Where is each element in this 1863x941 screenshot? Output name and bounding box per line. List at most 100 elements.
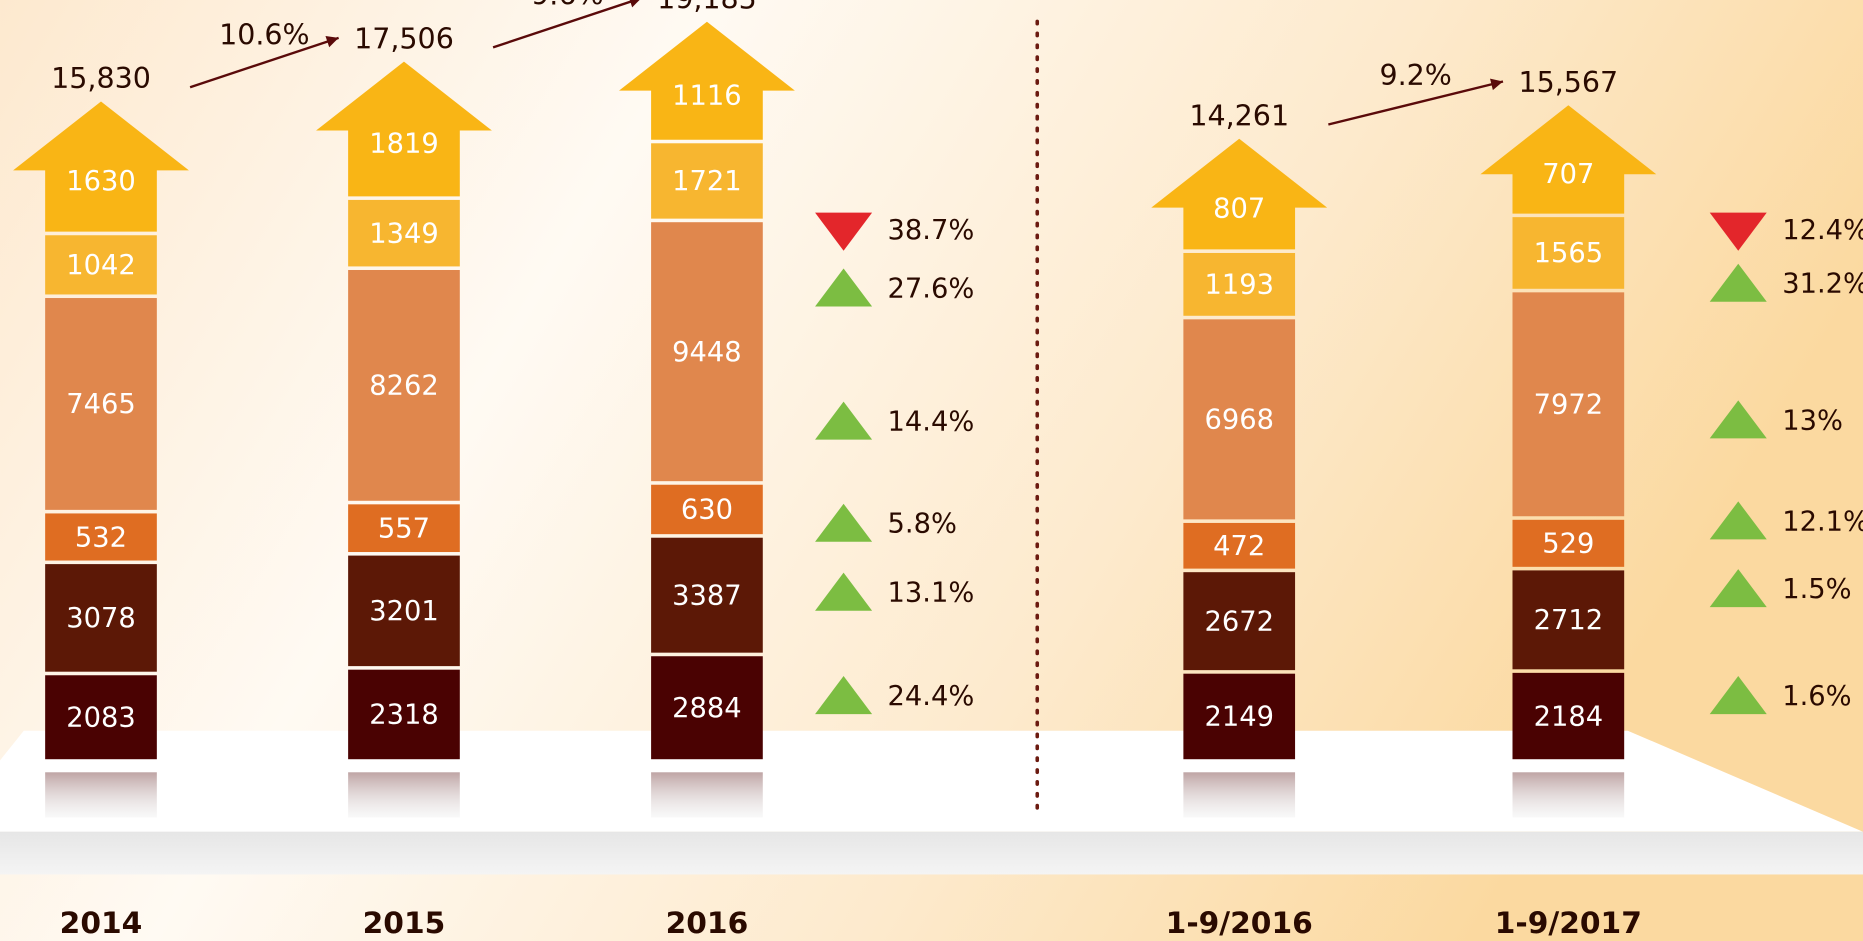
segment [1183,319,1296,520]
segment [651,537,763,653]
segment [348,269,460,501]
segment-label: 3078 [66,603,136,634]
segment-label: 532 [75,522,127,553]
segment [1512,570,1625,670]
change-label: 5.8% [888,509,957,540]
segment [1183,673,1296,760]
change-indicator [1709,676,1767,715]
change-indicator [1709,569,1767,608]
segment-label: 557 [378,513,430,544]
total-label: 17,506 [354,22,454,55]
reflection [45,772,157,818]
change-label: 14.4% [888,406,975,437]
segment [348,199,460,267]
growth-label: 10.6% [219,18,310,51]
segment [1512,292,1625,517]
change-indicator [815,503,873,542]
change-label: 27.6% [888,273,975,304]
segment-label: 529 [1542,529,1594,560]
change-label: 24.4% [888,681,975,712]
change-label: 38.7% [888,215,975,246]
segment [348,555,460,667]
change-label: 31.2% [1782,269,1863,300]
category-label: 2014 [60,906,143,941]
segment [45,235,157,295]
segment-label: 807 [1213,194,1265,225]
reflection [651,772,763,818]
segment [1512,519,1625,567]
growth-arrow-head [629,0,640,8]
growth-arrow [492,0,640,49]
segment-label: 2083 [66,703,136,734]
segment-label: 1565 [1534,238,1604,269]
segment-label: 8262 [369,371,439,402]
change-indicator [815,676,873,715]
change-indicator [815,268,873,307]
growth-arrow-head [325,35,339,48]
segment [348,669,460,760]
change-label: 12.1% [1782,506,1863,537]
floor-edge [0,831,1863,875]
segment-label: 707 [1542,159,1594,190]
segment-label: 2712 [1534,605,1604,636]
category-label: 1-9/2017 [1495,906,1642,941]
segment-label: 2318 [369,700,439,731]
segment [1183,522,1296,569]
arrow-segment [1480,105,1657,214]
segment [651,484,763,535]
change-label: 12.4% [1782,215,1863,246]
category-label: 2015 [363,906,446,941]
segment [1512,217,1625,289]
total-label: 15,567 [1518,66,1618,99]
growth-label: 9.2% [1379,59,1451,92]
arrow-segment [13,101,189,232]
segment-label: 7972 [1534,390,1604,421]
total-label: 15,830 [51,62,151,95]
growth-label: 9.6% [531,0,603,12]
segment [651,143,763,219]
total-label: 19,185 [657,0,757,15]
change-indicator [815,212,873,251]
floor [0,730,1863,832]
change-indicator [815,401,873,440]
segment-label: 1349 [369,218,439,249]
change-indicator [1709,400,1767,439]
change-indicator [1709,212,1767,251]
segment-label: 1630 [66,166,136,197]
reflection [1512,772,1625,818]
category-label: 2016 [666,906,749,941]
segment [348,504,460,553]
segment-label: 1819 [369,129,439,160]
plot: 2014 2083 3078 532 7465 1042 1630 15,830 2015 231… [13,0,1863,941]
segment-label: 6968 [1204,405,1274,436]
segment-label: 2149 [1204,702,1274,733]
segment-label: 7465 [66,389,136,420]
growth-arrow-head [1490,78,1503,91]
segment-label: 630 [681,495,733,526]
growth-arrow [189,36,339,89]
segment [45,513,157,561]
segment [45,675,157,760]
segment-label: 1193 [1204,270,1274,301]
change-indicator [1709,263,1767,302]
arrow-segment [619,21,795,140]
segment-label: 1042 [66,250,136,281]
arrow-segment [316,61,492,197]
segment-label: 1721 [672,166,742,197]
segment [1512,672,1625,760]
segment-label: 3387 [672,580,742,611]
segment-label: 2884 [672,693,742,724]
segment [651,656,763,760]
segment [1183,572,1296,671]
change-label: 1.5% [1782,574,1851,605]
change-indicator [815,572,873,611]
segment [651,222,763,482]
segment [45,298,157,510]
change-label: 13% [1782,405,1843,436]
reflection [1183,772,1296,818]
change-label: 13.1% [888,578,975,609]
segment-label: 2672 [1204,606,1274,637]
segment [1183,252,1296,316]
reflection [348,772,460,818]
